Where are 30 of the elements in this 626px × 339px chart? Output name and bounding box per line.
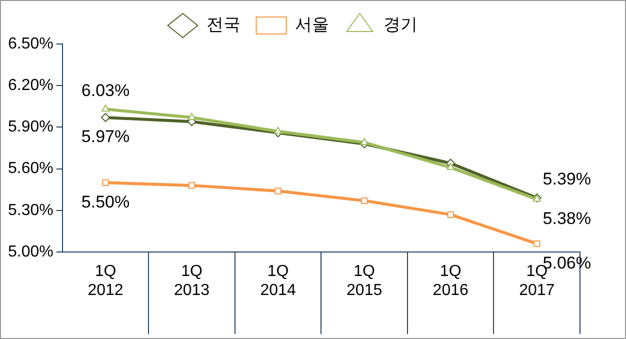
x-tick-label: 1Q 2012 — [88, 263, 124, 300]
point — [188, 112, 196, 120]
point — [101, 112, 110, 122]
data-label: 5.50% — [81, 192, 130, 212]
point — [102, 104, 110, 112]
y-tick-label: 6.50% — [8, 35, 54, 52]
x-tick-label: 1Q 2013 — [174, 263, 210, 300]
data-label: 6.03% — [81, 80, 130, 100]
y-tick-label: 5.90% — [8, 118, 54, 136]
point — [274, 188, 282, 194]
x-tick-label: 1Q 2014 — [260, 263, 296, 300]
y-tick-label: 5.00% — [8, 243, 54, 260]
data-label: 5.38% — [542, 208, 591, 228]
point — [447, 211, 454, 218]
point — [360, 197, 368, 204]
point — [102, 179, 109, 186]
y-tick-label: 5.30% — [8, 202, 54, 219]
point — [360, 138, 368, 145]
data-label: 5.39% — [542, 170, 591, 189]
y-tick-label: 6.20% — [8, 77, 54, 94]
legend-label: 전국 — [206, 14, 240, 35]
legend-label: 경기 — [383, 14, 418, 35]
x-tick-label: 1Q 2016 — [432, 263, 468, 300]
point — [534, 240, 540, 248]
x-tick-label: 1Q 2015 — [346, 263, 382, 300]
point — [188, 182, 196, 189]
point — [274, 126, 282, 134]
data-label: 5.97% — [81, 127, 130, 146]
legend-label: 서울 — [294, 14, 329, 35]
y-tick-label: 5.60% — [8, 160, 54, 178]
